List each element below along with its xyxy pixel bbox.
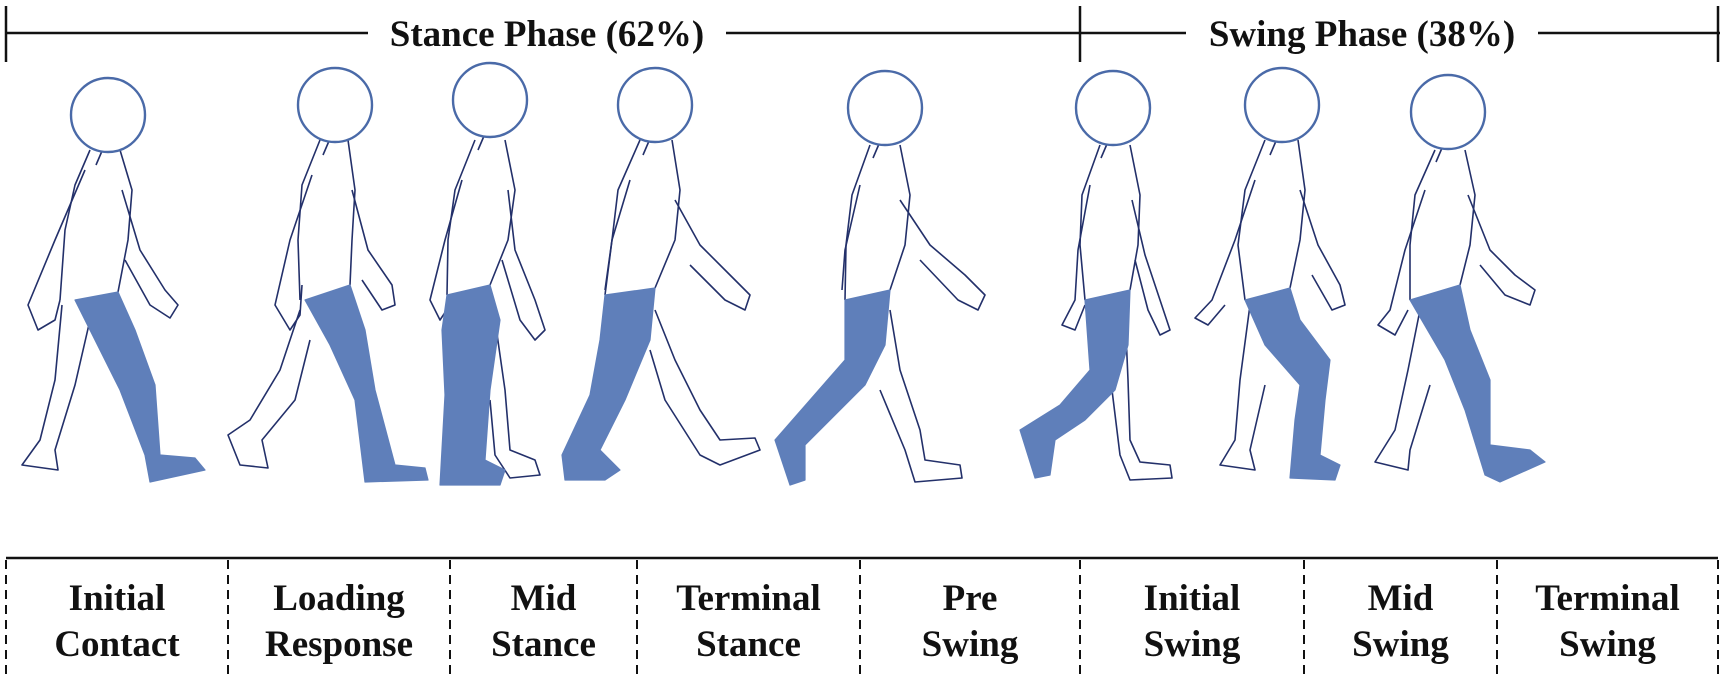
- neck: [477, 135, 485, 151]
- stage-label-line2: Swing: [1143, 624, 1241, 665]
- neck: [1100, 143, 1108, 159]
- stage-table-grid: [5, 556, 1719, 675]
- torso-outline: [59, 149, 133, 301]
- neck: [95, 150, 103, 166]
- torso-outline: [297, 139, 356, 301]
- front-arm: [1299, 189, 1346, 311]
- back-arm: [274, 174, 313, 331]
- torso-outline: [844, 144, 911, 301]
- stage-label-line1: Pre: [942, 578, 998, 619]
- highlighted-leg: [1409, 284, 1546, 483]
- stage-label-terminal-swing: Terminal Swing: [1497, 572, 1718, 672]
- front-arm: [351, 189, 396, 311]
- other-leg: [1219, 304, 1266, 471]
- stage-label-line1: Mid: [1367, 578, 1434, 619]
- neck: [872, 143, 880, 159]
- stage-label-line2: Swing: [921, 624, 1019, 665]
- neck: [322, 140, 330, 156]
- highlighted-leg: [1019, 289, 1131, 479]
- other-leg: [1111, 309, 1173, 481]
- figure-mid-stance: [429, 61, 546, 486]
- stage-label-line1: Terminal: [676, 578, 821, 619]
- stage-label-line1: Loading: [273, 578, 405, 619]
- stage-label-initial-swing: Initial Swing: [1080, 572, 1304, 672]
- figure-terminal-stance: [561, 66, 761, 481]
- stage-label-terminal-stance: Terminal Stance: [637, 572, 860, 672]
- other-leg: [227, 309, 311, 469]
- head-circle: [1409, 73, 1487, 151]
- front-arm: [1467, 194, 1536, 306]
- back-arm: [841, 184, 861, 291]
- neck: [1435, 147, 1443, 163]
- back-arm: [1377, 189, 1426, 336]
- back-arm: [604, 179, 631, 291]
- highlighted-leg: [1244, 287, 1341, 481]
- front-arm: [674, 199, 751, 311]
- stage-label-line1: Mid: [510, 578, 577, 619]
- back-arm: [429, 179, 463, 321]
- stage-label-line2: Swing: [1559, 624, 1656, 665]
- neck: [642, 140, 650, 156]
- highlighted-leg: [439, 284, 506, 486]
- other-leg: [879, 309, 963, 483]
- torso-outline: [1079, 144, 1141, 301]
- stage-label-line1: Initial: [68, 578, 166, 619]
- stage-label-initial-contact: Initial Contact: [6, 572, 228, 672]
- back-arm: [1061, 184, 1091, 331]
- torso-outline: [604, 139, 681, 296]
- head-circle: [1243, 66, 1321, 144]
- back-arm: [1194, 179, 1256, 326]
- head-circle: [451, 61, 529, 139]
- stage-label-line2: Contact: [54, 624, 180, 665]
- stage-label-mid-swing: Mid Swing: [1304, 572, 1497, 672]
- stage-label-line2: Stance: [696, 624, 801, 665]
- stage-label-line2: Swing: [1352, 624, 1449, 665]
- front-arm: [501, 189, 546, 341]
- stage-label-pre-swing: Pre Swing: [860, 572, 1080, 672]
- head-circle: [296, 66, 374, 144]
- walking-figures: [21, 61, 1546, 486]
- front-arm: [899, 199, 986, 311]
- highlighted-leg: [304, 284, 429, 483]
- figure-initial-swing: [1019, 69, 1173, 481]
- stage-label-line2: Stance: [491, 624, 596, 665]
- figure-pre-swing: [774, 69, 986, 486]
- head-circle: [846, 69, 924, 147]
- stage-label-loading-response: Loading Response: [228, 572, 450, 672]
- stance-phase-label: Stance Phase (62%): [368, 10, 726, 60]
- front-arm: [121, 189, 179, 319]
- neck: [1269, 140, 1277, 156]
- figure-initial-contact: [21, 76, 206, 483]
- torso-outline: [1409, 149, 1476, 300]
- swing-phase-label: Swing Phase (38%): [1186, 10, 1538, 60]
- stage-label-line1: Initial: [1143, 578, 1241, 619]
- front-arm: [1131, 199, 1171, 336]
- stage-label-line1: Terminal: [1535, 578, 1680, 619]
- highlighted-leg: [774, 289, 891, 486]
- figure-terminal-swing: [1374, 73, 1546, 483]
- stage-label-line2: Response: [264, 624, 414, 665]
- back-arm: [27, 169, 86, 331]
- other-leg: [21, 304, 91, 471]
- head-circle: [1074, 69, 1152, 147]
- highlighted-leg: [561, 287, 656, 481]
- figure-loading-response: [227, 66, 429, 483]
- highlighted-leg: [74, 291, 206, 483]
- other-leg: [1374, 309, 1431, 471]
- stage-label-mid-stance: Mid Stance: [450, 572, 637, 672]
- other-leg: [489, 319, 541, 479]
- figure-mid-swing: [1194, 66, 1346, 481]
- torso-outline: [1237, 139, 1306, 301]
- other-leg: [649, 309, 761, 466]
- head-circle: [69, 76, 147, 154]
- head-circle: [616, 66, 694, 144]
